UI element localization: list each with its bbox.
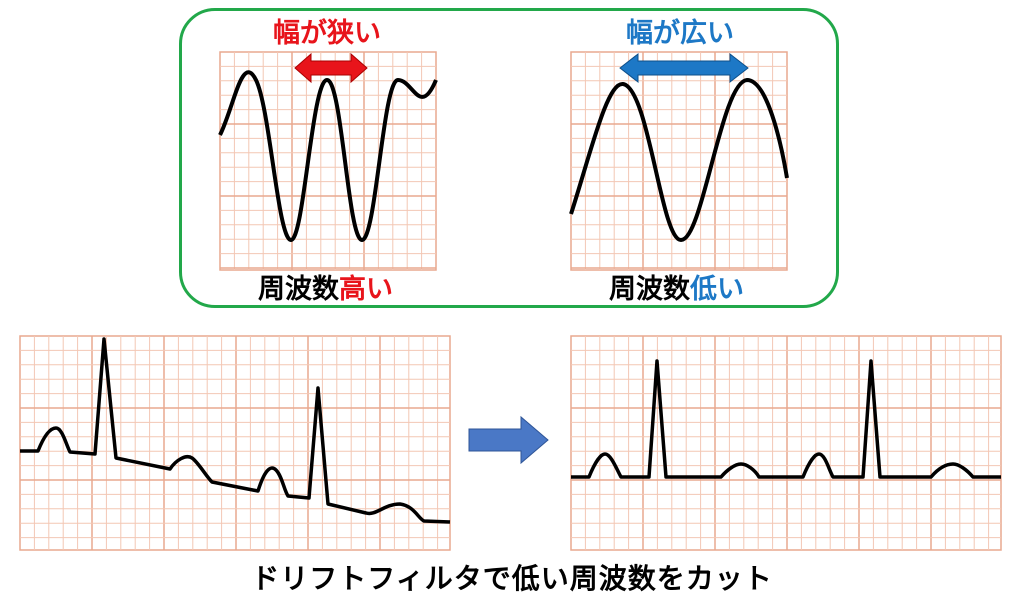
low-frequency-sine-wave: [569, 77, 789, 243]
caption-prefix: 周波数: [609, 274, 690, 305]
grid-border: [19, 335, 451, 551]
ecg-grid: [219, 51, 437, 271]
ecg-grid: [19, 335, 451, 551]
narrow-double-arrow-icon: [294, 52, 368, 84]
wide-width-label: 幅が広い: [626, 18, 734, 49]
filtered-ecg-grid-panel: [570, 335, 1002, 551]
footer-caption: ドリフトフィルタで低い周波数をカット: [251, 562, 773, 595]
ecg-grid: [570, 335, 1002, 551]
filtered-ecg-trace: [571, 359, 1001, 479]
grid-border: [219, 51, 437, 271]
drifting-ecg-grid-panel: [19, 335, 451, 551]
drifting-ecg-trace: [20, 337, 451, 524]
caption-prefix: 周波数: [258, 274, 339, 305]
high-frequency-grid-panel: [218, 51, 438, 271]
grid-border: [570, 335, 1002, 551]
caption-highlight-high: 高い: [339, 274, 393, 305]
wide-double-arrow-icon: [619, 52, 749, 84]
caption-highlight-low: 低い: [690, 274, 744, 305]
high-frequency-sine-wave: [218, 70, 438, 243]
low-frequency-caption: 周波数低い: [609, 276, 744, 303]
process-arrow-icon: [468, 415, 549, 465]
grid-border: [570, 51, 788, 271]
high-frequency-caption: 周波数高い: [258, 276, 393, 303]
frequency-comparison-frame: [179, 8, 839, 308]
narrow-width-label: 幅が狭い: [273, 18, 381, 49]
low-frequency-grid-panel: [569, 51, 789, 271]
